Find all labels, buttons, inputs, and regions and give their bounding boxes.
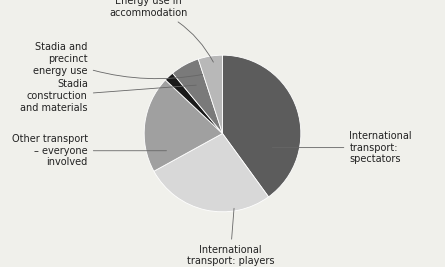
Text: International
transport: players: International transport: players [186,208,274,266]
Text: Stadia and
precinct
energy use: Stadia and precinct energy use [33,42,202,79]
Wedge shape [154,134,268,212]
Wedge shape [222,55,301,197]
Wedge shape [198,55,222,134]
Text: Other transport
– everyone
involved: Other transport – everyone involved [12,134,166,167]
Wedge shape [144,80,222,171]
Text: Stadia
construction
and materials: Stadia construction and materials [20,79,196,112]
Text: Energy use in
accommodation: Energy use in accommodation [109,0,213,62]
Wedge shape [166,73,222,134]
Wedge shape [173,59,222,134]
Text: International
transport:
spectators: International transport: spectators [272,131,412,164]
